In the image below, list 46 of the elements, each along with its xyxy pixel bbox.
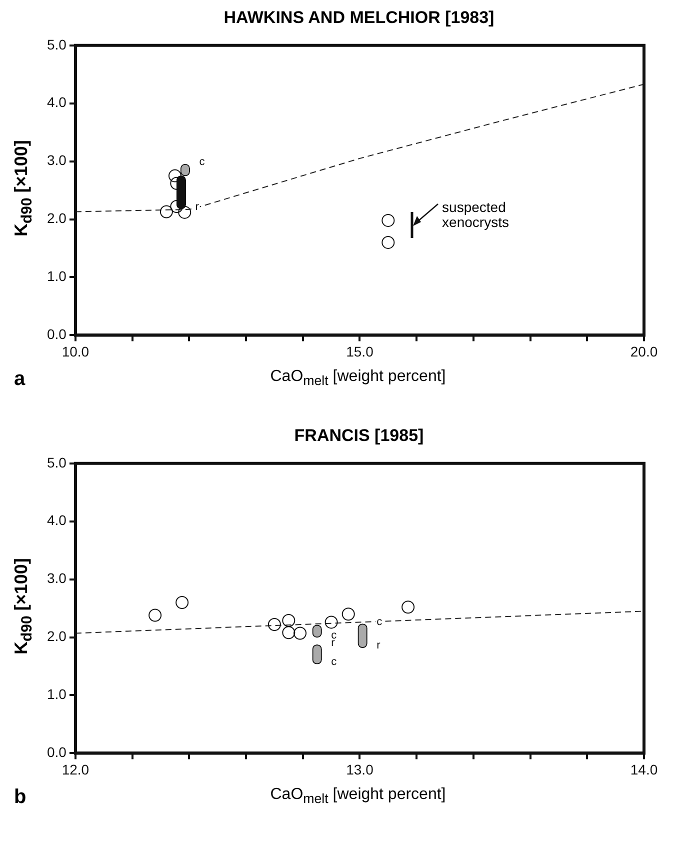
- point: [342, 608, 355, 621]
- point: [268, 618, 281, 632]
- x-tick-label: 12.0: [62, 761, 90, 778]
- y-tick-label: 1.0: [46, 268, 67, 284]
- point: [170, 200, 184, 214]
- x-tick-label: 13.0: [346, 761, 374, 778]
- x-tick-label: 14.0: [630, 761, 658, 778]
- y-tick-label: 3.0: [46, 570, 67, 586]
- y-tick-label: 4.0: [46, 512, 67, 528]
- y-tick-label: 3.0: [46, 152, 67, 168]
- annotation: c: [376, 616, 383, 628]
- annotation: r: [195, 200, 200, 213]
- y-tick-label: 2.0: [46, 628, 67, 644]
- point: [148, 608, 162, 622]
- annotation: c: [331, 629, 338, 642]
- annotation: c: [331, 656, 338, 668]
- x-tick-label: 20.0: [630, 343, 658, 360]
- x-axis-title: CaO$_{melt}$ [weight percent]: [269, 786, 447, 806]
- point: [324, 616, 338, 629]
- point: [402, 600, 415, 614]
- point: [294, 626, 307, 640]
- y-tick-label: 2.0: [46, 210, 67, 226]
- point: [160, 205, 173, 218]
- point: [382, 236, 395, 249]
- y-tick-label: 4.0: [46, 94, 67, 110]
- annotation: suspected xenocrysts: [442, 199, 509, 230]
- annotation: r: [376, 640, 381, 652]
- point: [176, 596, 189, 610]
- x-tick-label: 15.0: [346, 343, 374, 360]
- chart-title: FRANCIS [1985]: [293, 426, 425, 446]
- x-axis-title: CaO$_{melt}$ [weight percent]: [269, 368, 447, 388]
- annotation: c: [199, 156, 206, 168]
- point: [282, 614, 296, 627]
- x-tick-label: 10.0: [62, 343, 90, 360]
- y-tick-label: 0.0: [46, 744, 67, 760]
- y-tick-label: 5.0: [46, 454, 67, 470]
- y-tick-label: 5.0: [46, 36, 67, 52]
- text: a: [14, 368, 26, 391]
- y-tick-label: 1.0: [46, 686, 67, 702]
- y-tick-label: 0.0: [46, 326, 67, 342]
- chart-title: HAWKINS AND MELCHIOR [1983]: [222, 8, 496, 28]
- point: [178, 206, 192, 219]
- text: b: [14, 786, 26, 809]
- point: [382, 214, 395, 227]
- point: [282, 626, 296, 640]
- point: [168, 169, 182, 182]
